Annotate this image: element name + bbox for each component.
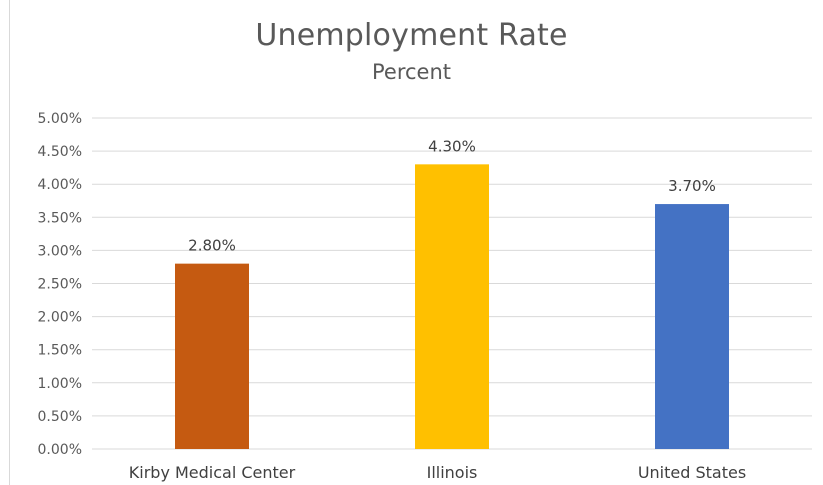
y-tick-label: 0.50% bbox=[38, 409, 82, 425]
x-category-label: Illinois bbox=[427, 463, 478, 482]
bars bbox=[175, 164, 729, 449]
bar bbox=[175, 263, 249, 449]
y-tick-label: 1.50% bbox=[38, 343, 82, 359]
x-category-label: Kirby Medical Center bbox=[129, 463, 296, 482]
data-label: 4.30% bbox=[428, 137, 476, 155]
y-tick-label: 4.50% bbox=[38, 144, 82, 160]
data-label: 3.70% bbox=[668, 177, 716, 195]
y-axis-ticks: 0.00% 0.50% 1.00% 1.50% 2.00% 2.50% 3.00% 3.50%… bbox=[38, 111, 82, 458]
data-labels: 2.80% 4.30% 3.70% bbox=[188, 137, 716, 254]
chart-frame-left-border bbox=[9, 0, 10, 485]
y-tick-label: 2.50% bbox=[38, 277, 82, 293]
y-tick-label: 5.00% bbox=[38, 111, 82, 127]
y-tick-label: 4.00% bbox=[38, 177, 82, 193]
y-tick-label: 3.50% bbox=[38, 210, 82, 226]
y-tick-label: 2.00% bbox=[38, 310, 82, 326]
data-label: 2.80% bbox=[188, 237, 236, 255]
bar bbox=[415, 164, 489, 449]
y-tick-label: 3.00% bbox=[38, 243, 82, 259]
chart-title: Unemployment Rate bbox=[255, 18, 568, 53]
chart-subtitle: Percent bbox=[371, 60, 452, 84]
x-category-label: United States bbox=[638, 463, 746, 482]
y-tick-label: 0.00% bbox=[38, 442, 82, 458]
bar bbox=[655, 204, 729, 449]
y-tick-label: 1.00% bbox=[38, 376, 82, 392]
x-axis-categories: Kirby Medical Center Illinois United State… bbox=[129, 463, 746, 482]
